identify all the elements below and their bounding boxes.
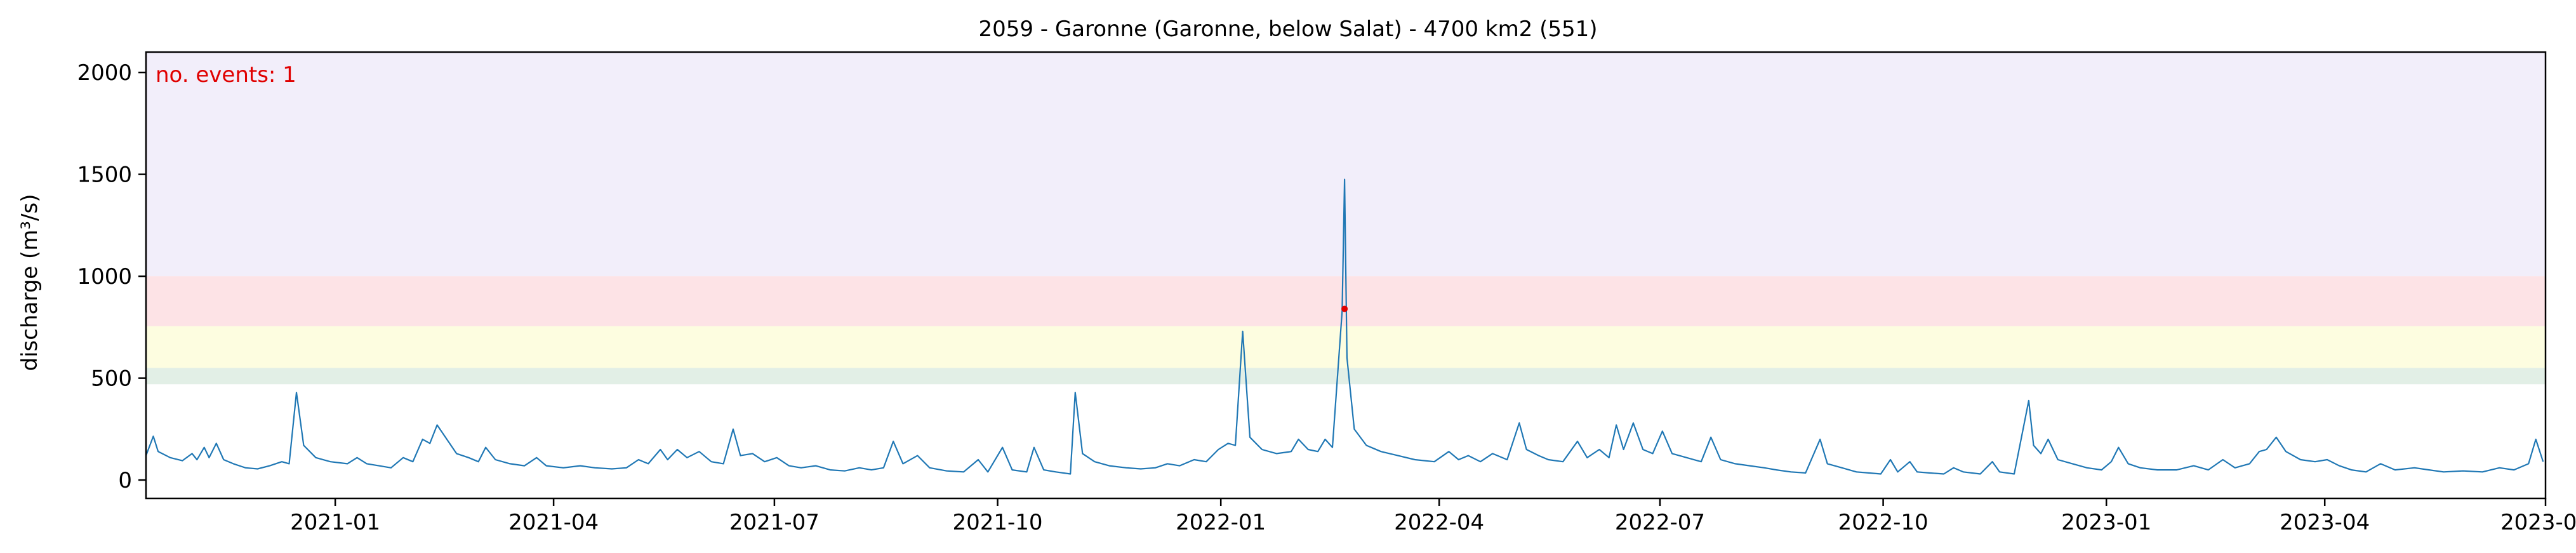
series-group [145, 178, 2544, 475]
y-tick-label: 0 [118, 468, 132, 493]
y-tick-label: 2000 [77, 60, 132, 86]
x-tick-label: 2022-07 [1615, 510, 1705, 535]
x-axis-ticks: 2021-01 2021-04 2021-07 2021-10 2022-01 2022-… [290, 498, 2576, 535]
y-axis-ticks: 0 500 1000 1500 2000 [77, 60, 146, 493]
y-tick-label: 1500 [77, 163, 132, 188]
event-marker [1341, 305, 1348, 312]
threshold-band-2 [146, 326, 2546, 368]
x-tick-label: 2021-01 [290, 510, 380, 535]
x-tick-label: 2022-01 [1176, 510, 1266, 535]
events-count-annotation: no. events: 1 [156, 62, 296, 88]
x-tick-label: 2021-07 [729, 510, 820, 535]
x-tick-label: 2022-04 [1394, 510, 1484, 535]
y-tick-label: 500 [91, 366, 132, 392]
discharge-line-1 [145, 178, 2544, 475]
y-tick-label: 1000 [77, 264, 132, 290]
x-tick-label: 2021-10 [953, 510, 1043, 535]
x-tick-label: 2021-04 [508, 510, 599, 535]
x-tick-label: 2023-07 [2500, 510, 2576, 535]
x-tick-label: 2022-10 [1838, 510, 1929, 535]
x-tick-label: 2023-04 [2280, 510, 2370, 535]
threshold-band-1 [146, 368, 2546, 385]
x-tick-label: 2023-01 [2061, 510, 2151, 535]
y-axis-title: discharge (m³/s) [17, 194, 43, 371]
chart-title: 2059 - Garonne (Garonne, below Salat) - … [978, 17, 1597, 42]
plot-frame [145, 51, 2547, 500]
threshold-bands [146, 52, 2546, 385]
event-marker-group [1341, 305, 1348, 312]
